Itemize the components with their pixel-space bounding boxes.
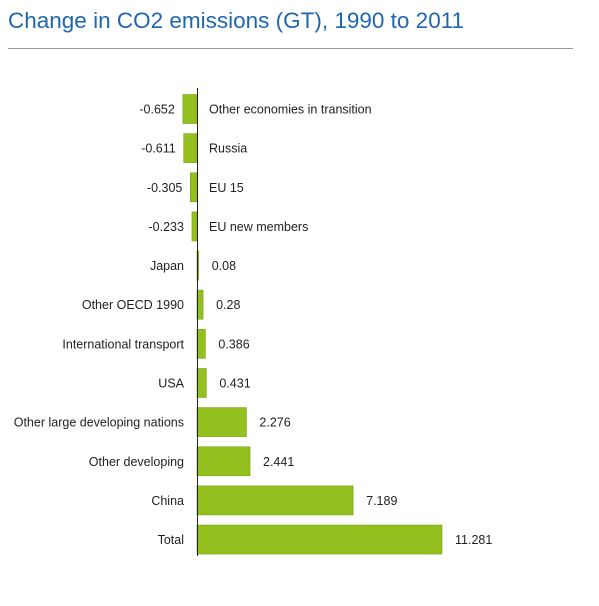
category-label: Other developing: [89, 455, 184, 469]
value-label: 0.08: [212, 259, 236, 273]
category-label: China: [151, 494, 184, 508]
title-divider: [8, 48, 573, 49]
bar-group: Other OECD 1990 0.28: [82, 289, 240, 320]
bar: [196, 524, 443, 555]
bar: [196, 407, 247, 437]
bar-group: China 7.189: [151, 485, 397, 516]
bar-group: Total 11.281: [158, 524, 492, 555]
category-label: Other large developing nations: [14, 416, 184, 430]
category-label: Japan: [150, 259, 184, 273]
value-label: -0.652: [139, 103, 174, 117]
category-label: Other economies in transition: [209, 103, 372, 117]
bar-group: -0.611 Russia: [141, 133, 247, 163]
bar: [183, 133, 198, 163]
bar-group: -0.652 Other economies in transition: [139, 94, 372, 124]
bar-group: USA 0.431: [158, 368, 251, 398]
bar-group: Japan 0.08: [150, 250, 236, 281]
category-label: International transport: [62, 337, 184, 351]
value-label: 2.276: [259, 416, 290, 430]
bar: [190, 172, 198, 203]
value-label: 0.28: [216, 298, 240, 312]
category-label: Total: [158, 533, 184, 547]
chart-title: Change in CO2 emissions (GT), 1990 to 20…: [8, 8, 465, 33]
bar: [191, 211, 198, 242]
bar-group: Other developing 2.441: [89, 446, 294, 477]
category-label: EU new members: [209, 220, 308, 234]
bar-group: -0.233 EU new members: [148, 211, 308, 242]
category-label: USA: [158, 376, 184, 390]
value-label: 11.281: [455, 533, 492, 547]
category-label: Other OECD 1990: [82, 298, 184, 312]
bar: [182, 94, 198, 124]
value-label: -0.305: [147, 181, 182, 195]
category-label: EU 15: [209, 181, 244, 195]
bar: [196, 485, 354, 516]
value-label: 0.431: [219, 376, 250, 390]
value-label: -0.233: [148, 220, 183, 234]
bar: [196, 329, 206, 359]
value-label: 7.189: [366, 494, 397, 508]
value-label: 2.441: [263, 455, 294, 469]
bar-group: -0.305 EU 15: [147, 172, 244, 203]
bar-group: Other large developing nations 2.276: [14, 407, 291, 437]
value-label: -0.611: [141, 142, 176, 156]
value-label: 0.386: [218, 337, 249, 351]
category-label: Russia: [209, 142, 247, 156]
bar: [196, 368, 207, 398]
bar-group: International transport 0.386: [62, 329, 250, 359]
bar: [196, 446, 251, 477]
